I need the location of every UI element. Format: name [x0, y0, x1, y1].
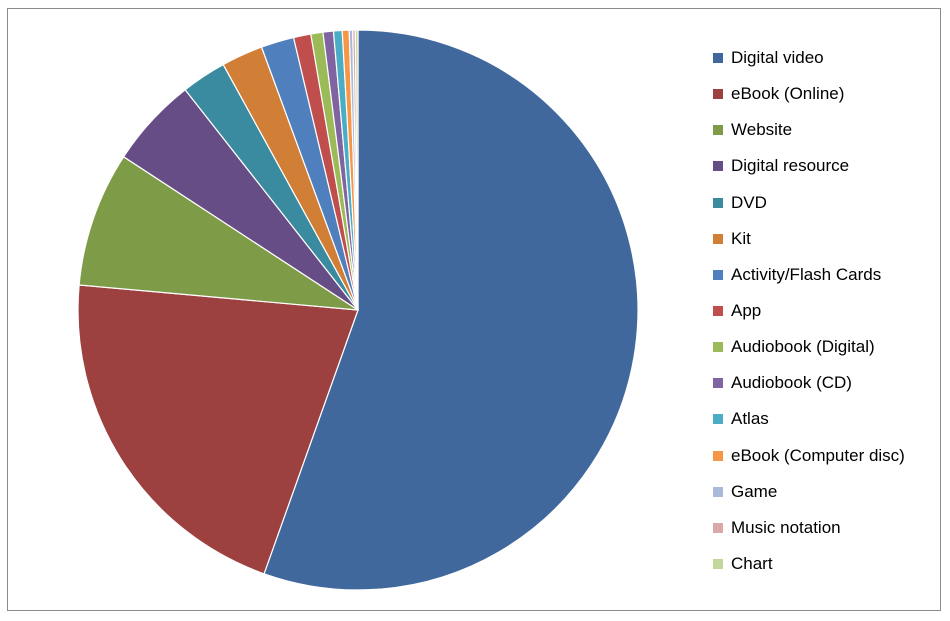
legend-label: Activity/Flash Cards	[731, 264, 882, 284]
legend-item: App	[713, 293, 938, 329]
legend-label: Music notation	[731, 517, 841, 537]
legend-item: Atlas	[713, 401, 938, 437]
legend-swatch	[713, 378, 723, 389]
legend-swatch	[713, 125, 723, 136]
legend-item: Game	[713, 474, 938, 510]
pie-slice-digital-video	[263, 29, 639, 591]
legend-item: eBook (Online)	[713, 76, 938, 112]
legend-swatch	[713, 233, 723, 244]
legend-swatch	[713, 486, 723, 497]
pie-slice-ebook-online	[77, 284, 359, 575]
legend-label: Game	[731, 481, 778, 501]
chart-legend: Digital video eBook (Online) Website Digita…	[713, 40, 938, 582]
legend-swatch	[713, 342, 723, 353]
legend-swatch	[713, 161, 723, 172]
legend-label: Digital video	[731, 48, 824, 68]
legend-swatch	[713, 89, 723, 100]
legend-label: Digital resource	[731, 156, 850, 176]
legend-label: App	[731, 301, 762, 321]
legend-swatch	[713, 53, 723, 64]
legend-item: Audiobook (CD)	[713, 365, 938, 401]
legend-item: Kit	[713, 221, 938, 257]
legend-label: Audiobook (Digital)	[731, 337, 875, 357]
legend-swatch	[713, 269, 723, 280]
legend-swatch	[713, 559, 723, 570]
legend-label: eBook (Computer disc)	[731, 445, 905, 465]
legend-swatch	[713, 306, 723, 317]
legend-item: Music notation	[713, 510, 938, 546]
legend-item: Chart	[713, 546, 938, 582]
legend-swatch	[713, 450, 723, 461]
legend-label: eBook (Online)	[731, 84, 845, 104]
pie-slice-chart	[354, 29, 359, 311]
legend-swatch	[713, 197, 723, 208]
legend-label: Atlas	[731, 409, 769, 429]
legend-swatch	[713, 522, 723, 533]
legend-item: DVD	[713, 185, 938, 221]
legend-label: Chart	[731, 554, 773, 574]
legend-label: DVD	[731, 192, 767, 212]
legend-item: Activity/Flash Cards	[713, 257, 938, 293]
legend-label: Website	[731, 120, 793, 140]
pie-slice-website	[78, 155, 359, 311]
legend-label: Kit	[731, 228, 751, 248]
legend-item: Digital video	[713, 40, 938, 76]
legend-item: eBook (Computer disc)	[713, 438, 938, 474]
legend-swatch	[713, 414, 723, 425]
legend-item: Audiobook (Digital)	[713, 329, 938, 365]
legend-label: Audiobook (CD)	[731, 373, 852, 393]
legend-item: Website	[713, 112, 938, 148]
legend-item: Digital resource	[713, 148, 938, 184]
